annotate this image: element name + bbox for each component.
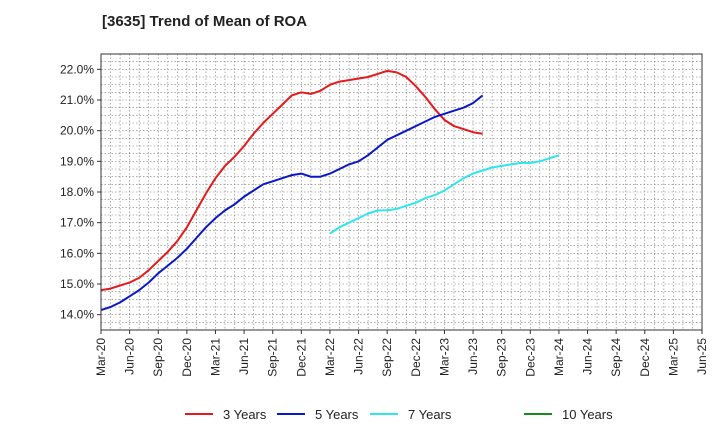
x-tick-label: Jun-20 <box>123 338 137 375</box>
series-lines <box>100 69 560 312</box>
legend-label: 10 Years <box>562 407 613 422</box>
series-line-3-years <box>100 69 483 292</box>
y-tick-label: 16.0% <box>60 246 94 260</box>
x-tick-label: Jun-24 <box>581 338 595 375</box>
series-line-7-years <box>329 154 560 235</box>
x-tick-label: Jun-22 <box>352 338 366 375</box>
plot-frame <box>100 53 703 331</box>
x-tick-label: Dec-24 <box>638 338 652 377</box>
x-tick-label: Sep-21 <box>266 338 280 377</box>
legend-label: 3 Years <box>223 407 267 422</box>
y-tick-label: 21.0% <box>60 93 94 107</box>
y-tick-label: 14.0% <box>60 308 94 322</box>
x-tick-label: Dec-22 <box>409 338 423 377</box>
x-tick-label: Jun-21 <box>237 338 251 375</box>
series-line-5-years <box>100 94 484 312</box>
y-tick-label: 18.0% <box>60 185 94 199</box>
x-tick-label: Dec-23 <box>523 338 537 377</box>
x-tick-label: Mar-25 <box>666 338 680 376</box>
x-tick-label: Mar-21 <box>208 338 222 376</box>
x-tick-label: Jun-25 <box>695 338 709 375</box>
x-tick-label: Sep-22 <box>380 338 394 377</box>
legend-label: 7 Years <box>408 407 452 422</box>
x-tick-label: Sep-24 <box>609 338 623 377</box>
legend: 3 Years 5 Years 7 Years 10 Years <box>185 407 613 422</box>
y-tick-label: 20.0% <box>60 124 94 138</box>
chart-title: [3635] Trend of Mean of ROA <box>102 13 308 30</box>
x-tick-label: Mar-20 <box>94 338 108 376</box>
y-axis-ticks: 14.0% 15.0% 16.0% 17.0% 18.0% 19.0% 20.0% 21.0%… <box>60 62 101 322</box>
y-tick-label: 15.0% <box>60 277 94 291</box>
x-tick-label: Sep-20 <box>151 338 165 377</box>
y-tick-label: 17.0% <box>60 216 94 230</box>
x-tick-label: Sep-23 <box>495 338 509 377</box>
x-tick-label: Dec-20 <box>180 338 194 377</box>
x-tick-label: Mar-22 <box>323 338 337 376</box>
x-tick-label: Jun-23 <box>466 338 480 375</box>
y-tick-label: 19.0% <box>60 154 94 168</box>
x-tick-label: Mar-24 <box>552 338 566 376</box>
x-tick-label: Mar-23 <box>437 338 451 376</box>
x-tick-label: Dec-21 <box>294 338 308 377</box>
grid-lines <box>101 54 702 330</box>
x-axis-ticks: Mar-20 Jun-20 Sep-20 Dec-20 Mar-21 Jun-21 Sep-… <box>94 330 709 377</box>
y-tick-label: 22.0% <box>60 62 94 76</box>
legend-label: 5 Years <box>315 407 359 422</box>
